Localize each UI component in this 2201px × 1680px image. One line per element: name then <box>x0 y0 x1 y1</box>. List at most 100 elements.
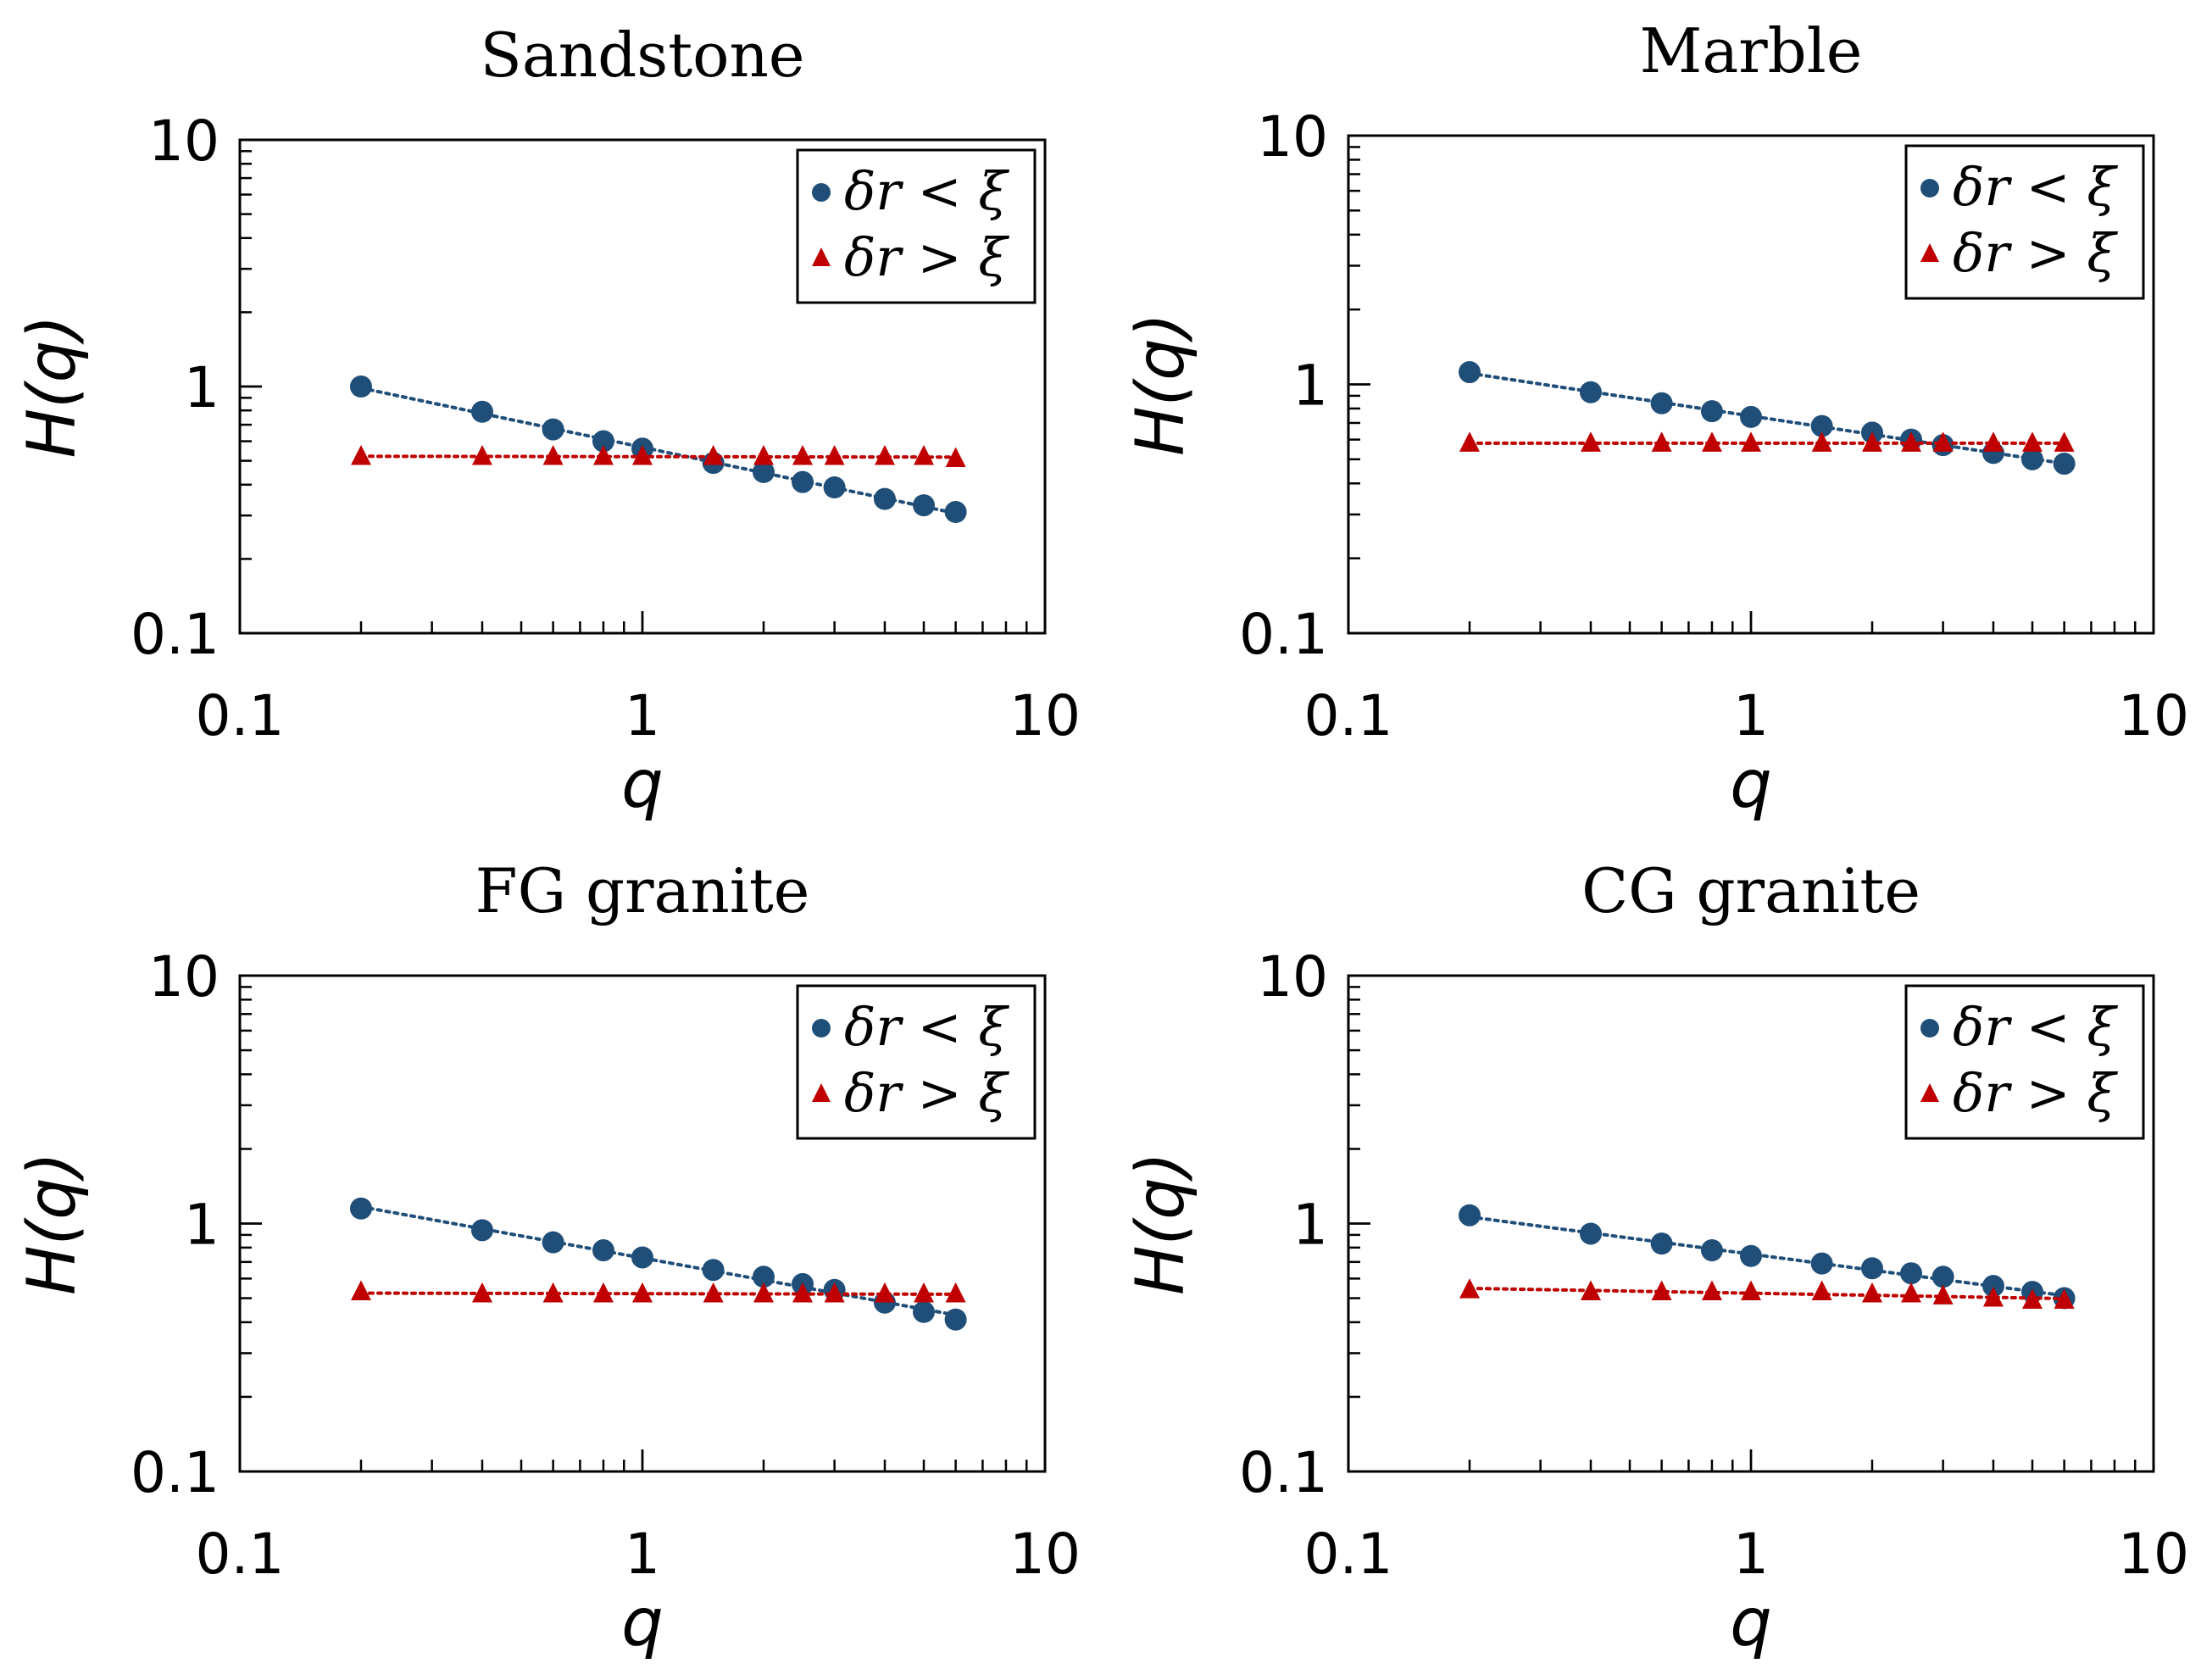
x-axis-label: q <box>621 747 664 823</box>
data-point-triangle <box>1901 431 1922 452</box>
data-point-circle <box>2021 448 2044 470</box>
data-point-circle <box>592 430 614 453</box>
data-point-circle <box>1740 405 1762 428</box>
data-point-triangle <box>1580 1280 1601 1301</box>
legend-marker-triangle <box>812 248 831 266</box>
data-point-circle <box>470 400 493 423</box>
legend-label: δr > ξ <box>1953 222 2118 284</box>
data-point-circle <box>873 487 896 510</box>
series-below <box>349 375 967 524</box>
y-tick-label: 10 <box>1257 944 1328 1010</box>
data-point-circle <box>1810 1252 1833 1275</box>
data-point-triangle <box>914 1282 935 1303</box>
data-point-circle <box>1981 1275 2004 1298</box>
x-axis-label: q <box>621 1585 664 1661</box>
chart-title: FG granite <box>475 855 810 926</box>
series-below <box>1458 361 2076 476</box>
data-point-circle <box>1458 1204 1481 1227</box>
data-point-circle <box>913 494 936 517</box>
data-point-triangle <box>703 1282 724 1303</box>
data-point-triangle <box>1861 1282 1882 1303</box>
data-point-triangle <box>1932 1284 1954 1305</box>
data-point-circle <box>1579 1222 1602 1245</box>
fit-line <box>358 386 958 515</box>
y-axis-label: H(q) <box>14 1152 91 1295</box>
data-point-circle <box>349 375 372 398</box>
data-point-circle <box>792 470 814 493</box>
data-point-triangle <box>632 445 653 465</box>
data-point-triangle <box>753 445 774 465</box>
y-tick-label: 10 <box>148 108 220 174</box>
legend-label: δr > ξ <box>1953 1062 2118 1124</box>
legend-marker-triangle <box>812 1083 831 1102</box>
y-tick-label: 1 <box>184 1193 220 1258</box>
data-point-triangle <box>1861 431 1882 452</box>
legend-box <box>796 148 1037 304</box>
series-above <box>1459 431 2075 452</box>
data-point-triangle <box>874 445 895 465</box>
y-tick-label: 0.1 <box>131 602 220 667</box>
chart-title: Marble <box>1640 15 1863 86</box>
data-point-triangle <box>632 1282 653 1303</box>
legend-marker-triangle <box>1920 1083 1939 1102</box>
series-above <box>350 445 966 467</box>
fit-line <box>358 1204 958 1317</box>
data-point-circle <box>752 1266 775 1288</box>
fit-line <box>1467 371 2066 465</box>
fit-line <box>1467 1215 2066 1298</box>
legend: δr < ξδr > ξ <box>796 984 1037 1140</box>
x-tick-label: 10 <box>1009 1521 1081 1587</box>
data-point-triangle <box>1701 1280 1722 1301</box>
data-point-circle <box>470 1219 493 1242</box>
data-point-circle <box>592 1239 614 1262</box>
chart-title: Sandstone <box>481 19 805 91</box>
data-point-triangle <box>1459 1278 1480 1299</box>
data-point-triangle <box>2054 1288 2075 1310</box>
legend-label: δr > ξ <box>844 1062 1009 1124</box>
data-point-triangle <box>1741 431 1761 452</box>
y-tick-label: 0.1 <box>131 1440 220 1505</box>
data-point-triangle <box>1811 431 1832 452</box>
data-point-circle <box>1810 414 1833 437</box>
x-tick-label: 10 <box>2118 1521 2189 1587</box>
data-point-circle <box>1700 400 1723 423</box>
legend-label: δr < ξ <box>844 160 1009 222</box>
legend-label: δr < ξ <box>844 996 1009 1058</box>
data-point-circle <box>1579 381 1602 403</box>
data-point-triangle <box>1932 431 1954 452</box>
x-tick-label: 1 <box>1733 683 1769 748</box>
data-point-triangle <box>2022 431 2043 452</box>
legend-marker-circle <box>812 183 831 202</box>
data-point-circle <box>944 501 967 524</box>
legend: δr < ξδr > ξ <box>796 148 1037 304</box>
data-point-circle <box>1931 1266 1954 1288</box>
data-point-circle <box>702 1259 725 1282</box>
data-point-circle <box>1700 1239 1723 1262</box>
x-tick-label: 1 <box>625 683 660 748</box>
data-point-triangle <box>350 1280 371 1301</box>
data-point-circle <box>1900 1262 1923 1285</box>
x-tick-label: 1 <box>1733 1521 1769 1587</box>
data-point-triangle <box>824 1282 845 1303</box>
x-axis-label: q <box>1730 1585 1772 1661</box>
data-point-circle <box>349 1197 372 1220</box>
series-above <box>350 1280 966 1303</box>
data-point-circle <box>823 476 846 499</box>
data-point-triangle <box>1701 431 1722 452</box>
y-tick-label: 0.1 <box>1239 602 1328 667</box>
x-tick-label: 0.1 <box>196 683 285 748</box>
legend-label: δr > ξ <box>844 226 1009 288</box>
data-point-triangle <box>592 445 614 465</box>
legend-box <box>1904 984 2145 1140</box>
series-above <box>1459 1278 2075 1310</box>
data-point-triangle <box>945 1282 966 1303</box>
data-point-circle <box>752 460 775 483</box>
legend-marker-circle <box>1920 179 1939 197</box>
data-point-triangle <box>471 445 492 465</box>
data-point-triangle <box>542 445 564 465</box>
y-tick-label: 1 <box>1292 1193 1328 1258</box>
data-point-triangle <box>1901 1282 1922 1303</box>
data-point-triangle <box>914 445 935 465</box>
x-axis-label: q <box>1730 747 1772 823</box>
